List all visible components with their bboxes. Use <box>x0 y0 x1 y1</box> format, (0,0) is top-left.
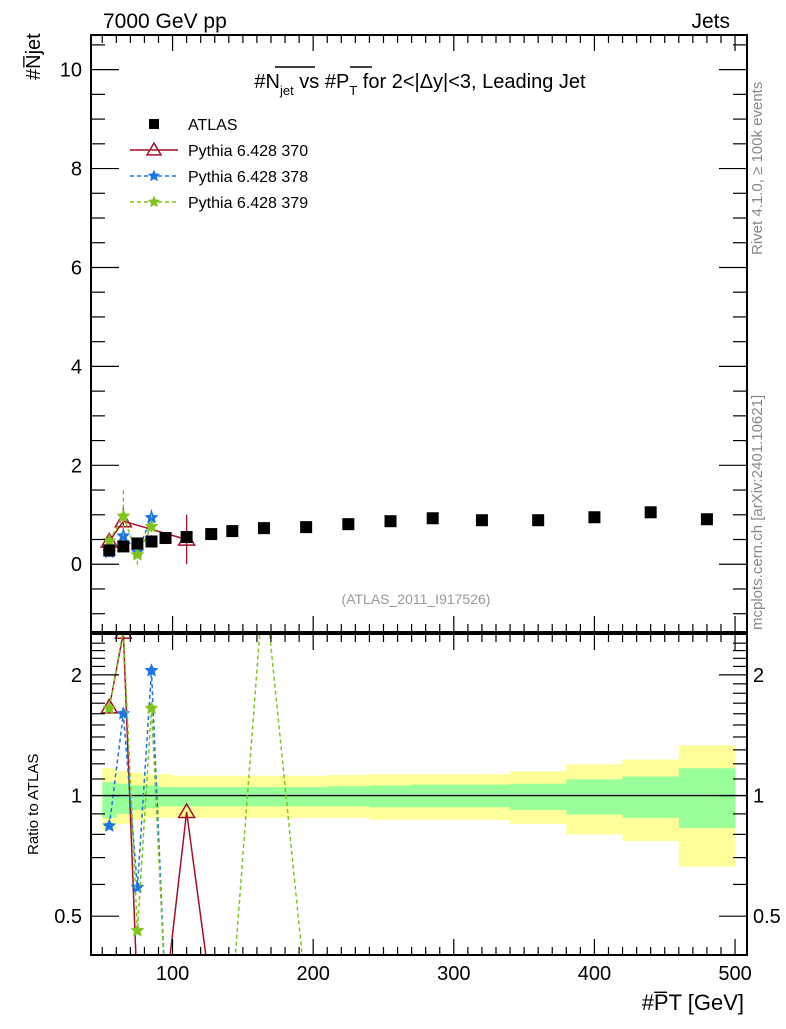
data-point <box>300 521 313 534</box>
mc-point <box>147 169 161 182</box>
mc-point <box>116 706 131 720</box>
mc-point <box>102 533 117 547</box>
mc-point <box>147 195 161 208</box>
ratio-tick-label-right: 2 <box>753 665 764 687</box>
legend-label: Pythia 6.428 378 <box>188 169 308 186</box>
y-tick-label: 10 <box>60 60 82 82</box>
data-point <box>257 522 270 535</box>
data-point <box>149 119 159 129</box>
upper-plot <box>99 489 713 565</box>
data-point <box>426 512 439 525</box>
y-tick-label: 8 <box>71 159 82 181</box>
mc-point <box>144 663 159 677</box>
axes: 100 200 300 400 500 0 2 4 6 8 10 0.5 0.5 1 1 2 2 <box>54 34 781 985</box>
data-point <box>475 514 488 527</box>
ratio-frame <box>90 633 748 956</box>
data-point <box>700 513 713 526</box>
mc-point <box>258 571 271 583</box>
mc-point <box>102 818 117 832</box>
y-tick-label: 2 <box>71 455 82 477</box>
ratio-tick-label: 2 <box>71 665 82 687</box>
x-tick-label: 300 <box>437 963 470 985</box>
title-t: T <box>349 83 357 98</box>
band-inner <box>369 785 413 808</box>
rivet-label: Rivet 4.1.0, ≥ 100k events <box>749 82 766 255</box>
mc-point <box>114 634 133 639</box>
ratio-tick-label-right: 0.5 <box>753 906 781 928</box>
band-inner <box>130 785 145 811</box>
ratio-y-axis-label: Ratio to ATLAS <box>25 754 42 855</box>
title-vs: vs #P <box>294 71 350 93</box>
title-n: #N <box>254 71 280 93</box>
x-tick-label: 100 <box>156 963 189 985</box>
mc-point <box>102 700 117 715</box>
data-point <box>205 528 218 541</box>
mc-point <box>145 141 163 156</box>
legend: ATLAS Pythia 6.428 370 Pythia 6.428 378 Pyt… <box>130 117 308 212</box>
mcplots-label: mcplots.cern.ch [arXiv:2401.10621] <box>749 395 766 630</box>
mc-point <box>144 519 159 533</box>
mc-point <box>144 700 159 715</box>
data-point <box>180 531 193 544</box>
header-right: Jets <box>691 10 730 33</box>
x-axis-label: #P̅T [GeV] <box>642 990 744 1015</box>
band-inner <box>622 776 680 818</box>
data-point <box>342 518 355 531</box>
band-inner <box>285 787 328 807</box>
y-tick-label: 6 <box>71 257 82 279</box>
legend-entry: Pythia 6.428 379 <box>130 195 308 212</box>
data-point <box>226 525 239 538</box>
legend-entry: ATLAS <box>149 117 238 134</box>
data-point <box>644 506 657 519</box>
band-inner <box>116 783 131 814</box>
band-inner <box>158 787 174 807</box>
band-inner <box>327 786 370 807</box>
data-point <box>117 540 130 553</box>
band-inner <box>242 787 286 807</box>
analysis-label: (ATLAS_2011_I917526) <box>342 591 491 607</box>
band-inner <box>566 779 624 815</box>
title-rest: for 2<|Δy|<3, Leading Jet <box>357 71 586 93</box>
band-inner <box>221 787 244 807</box>
x-tick-label: 400 <box>578 963 611 985</box>
data-point <box>159 532 172 545</box>
data-point <box>384 515 397 528</box>
ratio-tick-label-right: 1 <box>753 786 764 808</box>
title-jet: jet <box>279 83 294 98</box>
mc-point <box>130 547 145 561</box>
data-point <box>103 544 116 557</box>
band-inner <box>200 787 223 807</box>
mc-ratio-line <box>108 634 207 955</box>
legend-label: Pythia 6.428 379 <box>188 195 308 212</box>
band-inner <box>678 768 736 828</box>
legend-label: Pythia 6.428 370 <box>188 143 308 160</box>
band-inner <box>172 787 202 807</box>
upper-frame <box>90 34 748 633</box>
y-tick-label: 4 <box>71 356 82 378</box>
ratio-plot <box>99 571 303 955</box>
ratio-bands <box>91 745 747 867</box>
mc-line <box>108 514 153 557</box>
ratio-tick-label: 1 <box>71 786 82 808</box>
x-tick-label: 200 <box>296 963 329 985</box>
x-tick-label: 500 <box>718 963 751 985</box>
data-point <box>145 535 158 548</box>
band-inner <box>510 783 567 811</box>
data-point <box>588 511 601 524</box>
ratio-tick-label: 0.5 <box>54 906 82 928</box>
plot-title: #Njet vs #PT for 2<|Δy|<3, Leading Jet <box>254 71 586 98</box>
y-axis-label: #N̅jet <box>22 33 45 80</box>
legend-label: ATLAS <box>188 117 238 134</box>
legend-entry: Pythia 6.428 370 <box>130 141 308 160</box>
y-tick-label: 0 <box>71 554 82 576</box>
data-point <box>532 514 545 527</box>
mc-point <box>177 802 196 819</box>
legend-entry: Pythia 6.428 378 <box>130 169 308 186</box>
header-left: 7000 GeV pp <box>103 10 227 33</box>
mc-point <box>130 923 145 937</box>
mc-line <box>108 517 153 554</box>
mc-point <box>116 508 131 523</box>
data-point <box>131 537 144 550</box>
